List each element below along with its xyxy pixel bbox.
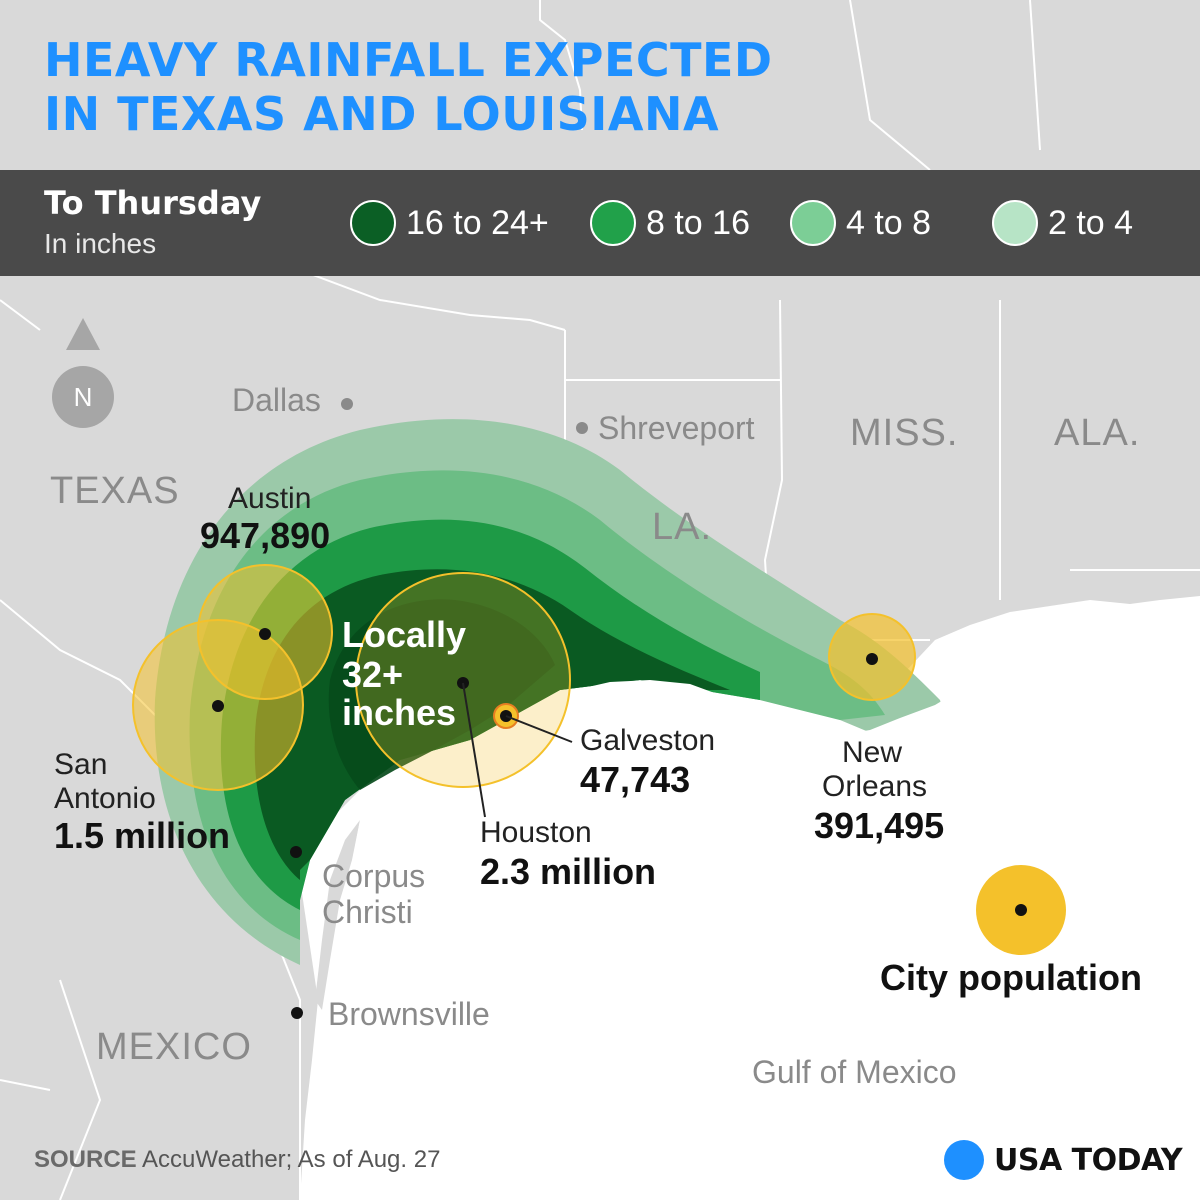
title-line-1: HEAVY RAINFALL EXPECTED bbox=[44, 33, 773, 87]
texas-label: TEXAS bbox=[50, 470, 180, 512]
brand-name: USA TODAY bbox=[994, 1142, 1183, 1178]
corpus-christi-name-line-1: Corpus bbox=[322, 858, 426, 894]
leader-lines bbox=[462, 682, 573, 818]
austin-population: 947,890 bbox=[200, 515, 331, 556]
brownsville-label: Brownsville bbox=[328, 996, 490, 1032]
austin-dot bbox=[259, 628, 271, 640]
galveston-population: 47,743 bbox=[580, 759, 691, 800]
legend-swatch-4-to-8 bbox=[790, 200, 836, 246]
new-orleans-name-line-1: New bbox=[842, 736, 903, 769]
la-label: LA. bbox=[652, 506, 713, 548]
galveston-name: Galveston bbox=[580, 724, 716, 757]
new-orleans-population: 391,495 bbox=[814, 805, 945, 846]
gulf-water-overlay bbox=[330, 630, 1200, 1200]
legend-item-8-to-16: 8 to 16 bbox=[590, 198, 750, 248]
mexico-label: MEXICO bbox=[96, 1026, 252, 1068]
source-label: SOURCE bbox=[34, 1146, 137, 1173]
gulf-of-mexico-label: Gulf of Mexico bbox=[752, 1054, 957, 1090]
legend-subtitle: In inches bbox=[44, 228, 157, 259]
legend-swatch-16-to-24 bbox=[350, 200, 396, 246]
callout-line-3: inches bbox=[342, 692, 457, 733]
usa-today-dot-icon bbox=[944, 1140, 984, 1180]
population-key-label: City population bbox=[880, 957, 1142, 998]
legend-item-4-to-8: 4 to 8 bbox=[790, 198, 931, 248]
san-antonio-population: 1.5 million bbox=[54, 815, 231, 856]
legend-label-2-to-4: 2 to 4 bbox=[1048, 203, 1134, 242]
legend-label-8-to-16: 8 to 16 bbox=[646, 203, 750, 242]
legend-label-4-to-8: 4 to 8 bbox=[846, 203, 932, 242]
title-line-2: IN TEXAS AND LOUISIANA bbox=[44, 87, 720, 141]
ala-label: ALA. bbox=[1054, 412, 1141, 454]
source-note: SOURCE AccuWeather; As of Aug. 27 bbox=[34, 1146, 440, 1174]
callout-line-1: Locally bbox=[342, 614, 467, 655]
coastal-barrier-islands bbox=[315, 820, 360, 1010]
rain-area-locally-32 bbox=[328, 599, 555, 790]
legend-item-2-to-4: 2 to 4 bbox=[992, 198, 1133, 248]
new-orleans-name-line-2: Orleans bbox=[822, 770, 928, 803]
dallas-label: Dallas bbox=[232, 382, 321, 418]
corpus-christi-dot bbox=[290, 846, 302, 858]
houston-name: Houston bbox=[480, 816, 592, 849]
population-key-dot bbox=[1015, 904, 1027, 916]
houston-population: 2.3 million bbox=[480, 851, 657, 892]
shreveport-label: Shreveport bbox=[598, 410, 755, 446]
legend-swatch-2-to-4 bbox=[992, 200, 1038, 246]
north-arrow-icon bbox=[66, 318, 100, 350]
source-text: AccuWeather; As of Aug. 27 bbox=[142, 1146, 441, 1173]
miss-label: MISS. bbox=[850, 412, 959, 454]
san-antonio-dot bbox=[212, 700, 224, 712]
shreveport-dot bbox=[576, 422, 588, 434]
legend-title: To Thursday bbox=[44, 184, 262, 222]
callout-line-2: 32+ bbox=[342, 654, 404, 695]
san-antonio-name-line-1: San bbox=[54, 748, 108, 781]
austin-name: Austin bbox=[228, 482, 312, 515]
legend-bar: To Thursday In inches 16 to 24+ 8 to 16 … bbox=[0, 170, 1200, 276]
usa-today-logo: USA TODAY bbox=[944, 1140, 1183, 1180]
new-orleans-dot bbox=[866, 653, 878, 665]
corpus-christi-name-line-2: Christi bbox=[322, 894, 413, 930]
san-antonio-name-line-2: Antonio bbox=[54, 782, 156, 815]
brownsville-dot bbox=[291, 1007, 303, 1019]
legend-swatch-8-to-16 bbox=[590, 200, 636, 246]
north-compass-icon: N bbox=[52, 366, 114, 428]
legend-item-16-to-24: 16 to 24+ bbox=[350, 198, 549, 248]
legend-label-16-to-24: 16 to 24+ bbox=[406, 203, 549, 242]
dallas-dot bbox=[341, 398, 353, 410]
